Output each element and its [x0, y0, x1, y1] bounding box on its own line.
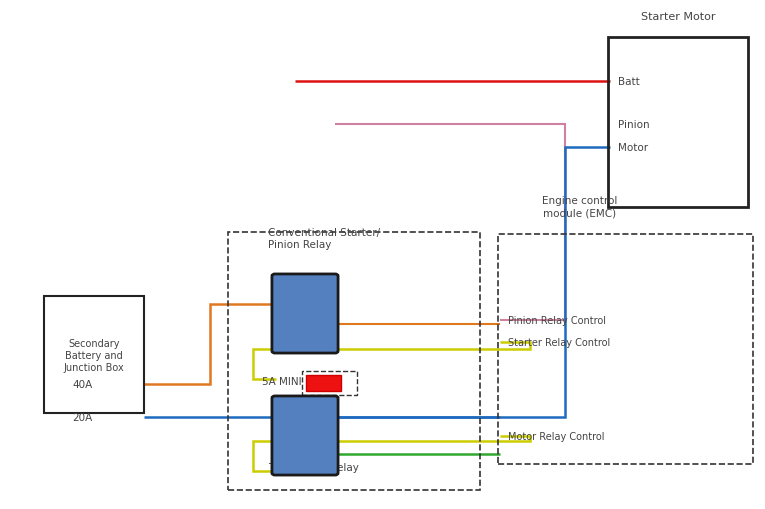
Text: Motor: Motor	[618, 143, 648, 153]
Text: Starter Relay Control: Starter Relay Control	[508, 337, 610, 347]
Text: Starter Motor: Starter Motor	[641, 12, 715, 22]
Text: Batt: Batt	[618, 77, 640, 87]
Text: Motor Relay Control: Motor Relay Control	[508, 431, 604, 441]
Text: Secondary
Battery and
Junction Box: Secondary Battery and Junction Box	[63, 338, 125, 372]
Bar	[44, 296, 144, 413]
Text: Pinion: Pinion	[618, 120, 649, 130]
FancyBboxPatch shape	[272, 274, 338, 353]
Text: Pinion Relay Control: Pinion Relay Control	[508, 316, 606, 325]
FancyBboxPatch shape	[272, 396, 338, 475]
Bar	[608, 38, 748, 208]
Bar	[306, 375, 341, 391]
Text: 20A: 20A	[72, 412, 93, 422]
Text: Engine control
module (EMC): Engine control module (EMC)	[542, 196, 617, 217]
Text: Conventional Starter/
Pinion Relay: Conventional Starter/ Pinion Relay	[268, 228, 380, 249]
Text: 40A: 40A	[72, 379, 93, 389]
Text: 5A MINI: 5A MINI	[262, 376, 301, 386]
Text: TSS Starter Relay: TSS Starter Relay	[268, 462, 359, 472]
